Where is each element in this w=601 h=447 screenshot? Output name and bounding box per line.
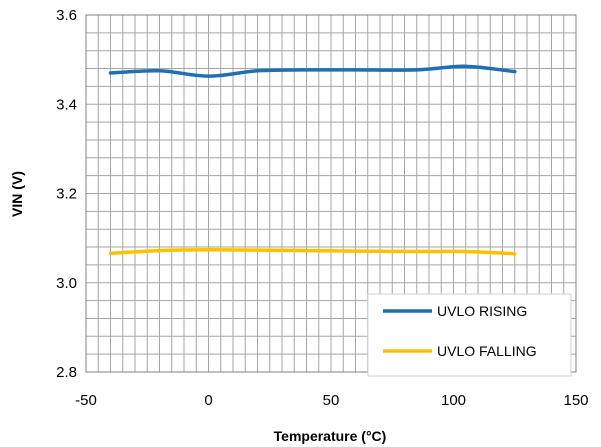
y-axis-ticks: 2.8 3.0 3.2 3.4 3.6	[56, 7, 77, 381]
x-tick-label: 0	[204, 392, 212, 409]
y-tick-label: 3.6	[56, 7, 77, 24]
legend-box	[367, 293, 572, 377]
x-tick-label: -50	[75, 392, 97, 409]
y-tick-label: 2.8	[56, 364, 77, 381]
series-line-uvlo-rising	[108, 64, 517, 78]
y-tick-label: 3.2	[56, 186, 77, 203]
series-line-uvlo-falling	[108, 247, 517, 256]
legend-label-uvlo-rising: UVLO RISING	[437, 303, 527, 319]
x-tick-label: 50	[323, 392, 340, 409]
y-axis-title: VIN (V)	[9, 171, 25, 217]
series-layer	[108, 64, 517, 256]
legend-label-uvlo-falling: UVLO FALLING	[437, 343, 537, 359]
plot-frame	[85, 14, 577, 373]
x-axis-title: Temperature (°C)	[274, 428, 387, 444]
x-tick-label: 100	[441, 392, 466, 409]
y-tick-label: 3.4	[56, 96, 77, 113]
x-axis-ticks: -50 0 50 100 150	[75, 392, 588, 409]
x-tick-label: 150	[563, 392, 588, 409]
y-tick-label: 3.0	[56, 275, 77, 292]
legend: UVLO RISING UVLO FALLING	[367, 293, 572, 377]
